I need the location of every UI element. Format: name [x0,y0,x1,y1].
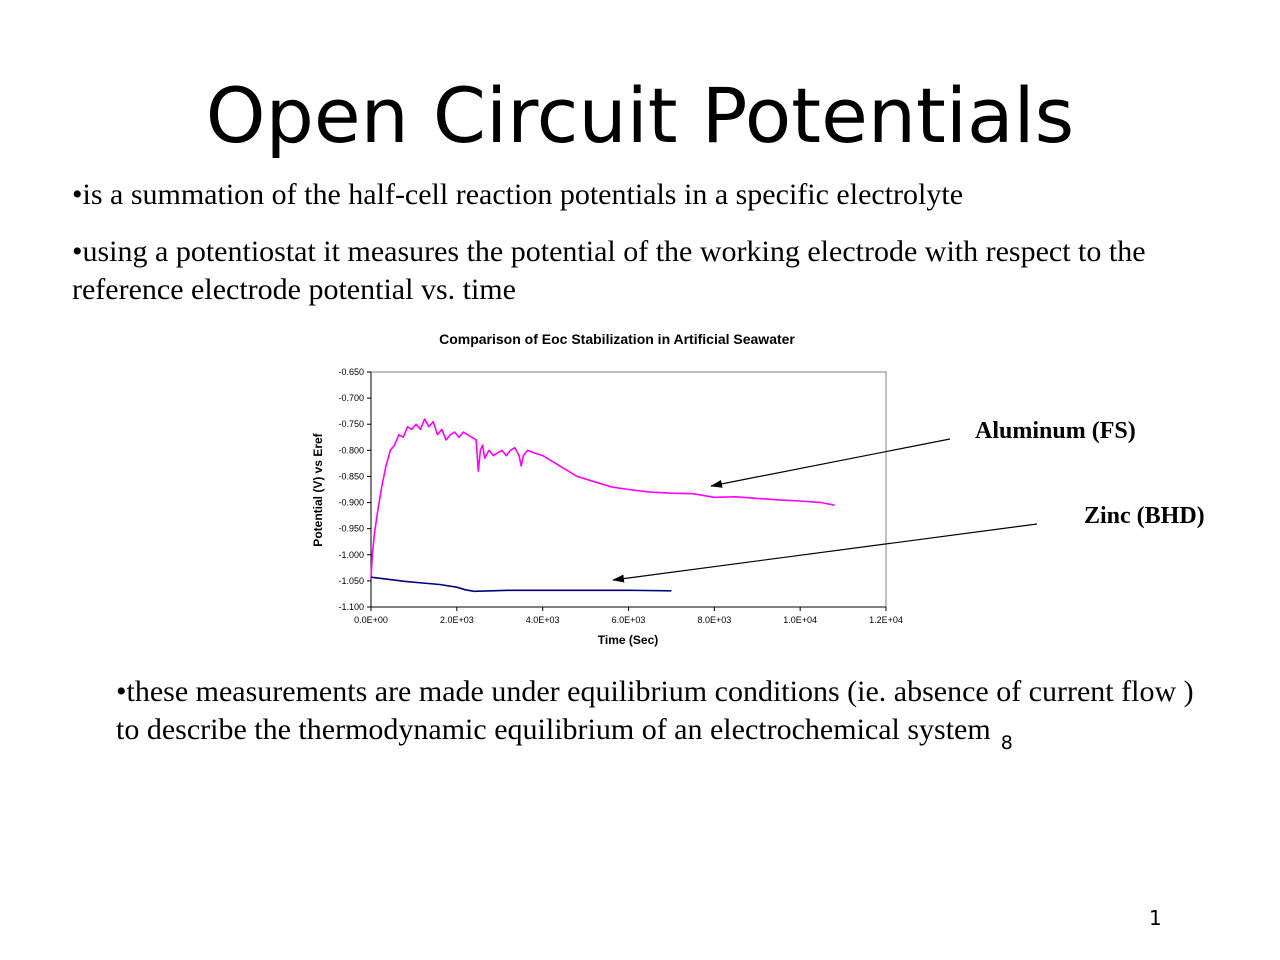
y-tick-label: -1.100 [338,602,364,612]
x-tick-label: 8.0E+03 [697,615,731,625]
y-tick-label: -0.900 [338,498,364,508]
zinc-arrow [612,523,1038,583]
zinc-label: Zinc (BHD) [1084,503,1205,529]
y-tick-label: -0.800 [338,445,364,455]
slide-title: Open Circuit Potentials [205,71,1075,160]
x-tick-label: 0.0E+00 [354,615,388,625]
reference-number: 8 [1000,732,1013,754]
y-tick-label: -1.000 [338,550,364,560]
bullet-3: •these measurements are made under equil… [116,673,1196,762]
y-tick-label: -0.750 [338,419,364,429]
chart-title: Comparison of Eoc Stabilization in Artif… [439,331,795,347]
bullet-2: •using a potentiostat it measures the po… [72,235,1146,306]
bullet-1: •is a summation of the half-cell reactio… [72,178,964,211]
zinc-series-line [370,576,672,593]
x-tick-label: 1.2E+04 [869,615,903,625]
series-layer [370,418,835,593]
x-tick-label: 1.0E+04 [783,615,817,625]
x-axis-label: Time (Sec) [598,633,658,647]
y-axis-label: Potential (V) vs Eref [311,432,325,546]
x-tick-label: 4.0E+03 [526,615,560,625]
aluminum-arrow [710,438,951,488]
y-tick-label: -0.700 [338,393,364,403]
page-number: 1 [1149,906,1162,930]
bullet-3-text: •these measurements are made under equil… [116,675,1194,746]
x-tick-label: 2.0E+03 [440,615,474,625]
aluminum-series-line [370,418,835,579]
y-tick-label: -1.050 [338,576,364,586]
aluminum-label: Aluminum (FS) [975,418,1136,444]
eoc-chart: Comparison of Eoc Stabilization in Artif… [311,331,903,647]
x-tick-label: 6.0E+03 [612,615,646,625]
y-tick-label: -0.950 [338,524,364,534]
y-tick-label: -0.650 [338,367,364,377]
axis-ticks: -0.650 -0.700 -0.750 -0.800 -0.850 -0.900 -0.9… [338,367,902,625]
y-tick-label: -0.850 [338,471,364,481]
